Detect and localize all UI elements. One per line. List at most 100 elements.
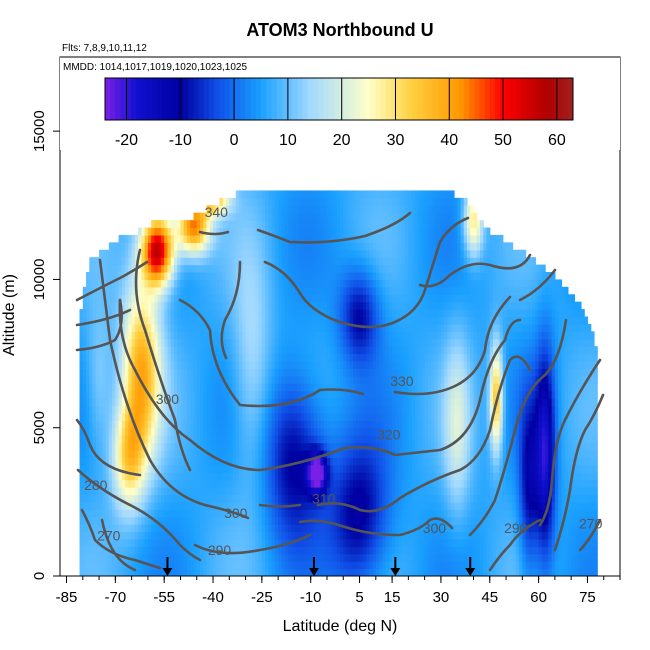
heat-cell (102, 375, 107, 384)
heat-cell (333, 457, 338, 466)
heat-cell (239, 538, 243, 547)
heat-cell (144, 234, 149, 243)
heat-cell (385, 301, 390, 310)
heat-cell (300, 242, 305, 251)
heat-cell (333, 272, 338, 281)
heat-cell (160, 323, 165, 332)
heat-cell (291, 472, 296, 481)
heat-cell (353, 449, 357, 458)
heat-cell (219, 524, 224, 533)
heat-cell (203, 442, 208, 451)
heat-cell (395, 360, 400, 369)
heat-cell (186, 383, 191, 392)
heat-cell (398, 190, 403, 199)
heat-cell (190, 412, 195, 421)
heat-cell (242, 561, 247, 570)
heat-cell (313, 279, 318, 288)
heat-cell (89, 279, 94, 288)
heat-cell (242, 546, 247, 555)
heat-cell (144, 338, 149, 347)
heat-cell (245, 561, 250, 570)
heat-cell (89, 257, 94, 266)
heat-cell (313, 538, 318, 547)
heat-cell (108, 568, 113, 576)
heat-cell (242, 383, 247, 392)
heat-cell (248, 479, 253, 488)
heat-cell (297, 449, 302, 458)
heat-cell (232, 212, 237, 221)
heat-cell (274, 538, 279, 547)
heat-cell (375, 561, 380, 570)
heat-cell (281, 427, 286, 436)
heat-cell (300, 331, 305, 340)
heat-cell (147, 398, 152, 407)
heat-cell (271, 227, 276, 236)
heat-cell (388, 398, 393, 407)
heat-cell (200, 286, 204, 295)
heat-cell (307, 479, 312, 488)
heat-cell (291, 294, 296, 303)
heat-cell (369, 464, 374, 473)
heat-cell (121, 412, 126, 421)
heat-cell (281, 398, 286, 407)
heat-cell (268, 524, 273, 533)
heat-cell (183, 301, 188, 310)
heat-cell (203, 346, 208, 355)
heat-cell (320, 509, 325, 518)
heat-cell (86, 301, 90, 310)
heat-cell (307, 234, 312, 243)
heat-cell (307, 457, 312, 466)
heat-cell (261, 531, 266, 540)
heat-cell (310, 205, 315, 214)
heat-cell (89, 472, 94, 481)
heat-cell (388, 227, 393, 236)
heat-cell (284, 212, 289, 221)
heat-cell (229, 494, 234, 503)
heat-cell (333, 398, 338, 407)
heat-cell (310, 472, 315, 481)
heat-cell (366, 516, 370, 525)
heat-cell (86, 464, 90, 473)
heat-cell (89, 390, 94, 399)
heat-cell (405, 531, 409, 540)
heat-cell (336, 420, 341, 429)
heat-cell (281, 301, 286, 310)
heat-cell (125, 360, 129, 369)
heat-cell (239, 412, 243, 421)
heat-cell (213, 338, 217, 347)
heat-cell (121, 531, 126, 540)
heat-cell (144, 568, 149, 576)
heat-cell (229, 383, 234, 392)
heat-cell (382, 249, 387, 258)
heat-cell (281, 383, 286, 392)
heat-cell (226, 420, 230, 429)
heat-cell (392, 331, 396, 340)
heat-cell (346, 331, 351, 340)
heat-cell (86, 420, 90, 429)
heat-cell (379, 301, 383, 310)
heat-cell (167, 309, 172, 318)
heat-cell (398, 294, 403, 303)
heat-cell (252, 279, 256, 288)
heat-cell (398, 264, 403, 273)
heat-cell (392, 457, 396, 466)
heat-cell (154, 375, 159, 384)
heat-cell (203, 405, 208, 414)
heat-cell (186, 220, 191, 229)
heat-cell (294, 479, 299, 488)
heat-cell (164, 279, 169, 288)
heat-cell (287, 405, 292, 414)
heat-cell (235, 487, 240, 496)
heat-cell (203, 249, 208, 258)
heat-cell (164, 509, 169, 518)
heat-cell (239, 227, 243, 236)
heat-cell (278, 190, 282, 199)
heat-cell (261, 375, 266, 384)
heat-cell (271, 286, 276, 295)
heat-cell (385, 383, 390, 392)
heat-cell (138, 524, 142, 533)
heat-cell (291, 390, 296, 399)
heat-cell (200, 427, 204, 436)
heat-cell (157, 420, 162, 429)
heat-cell (271, 412, 276, 421)
